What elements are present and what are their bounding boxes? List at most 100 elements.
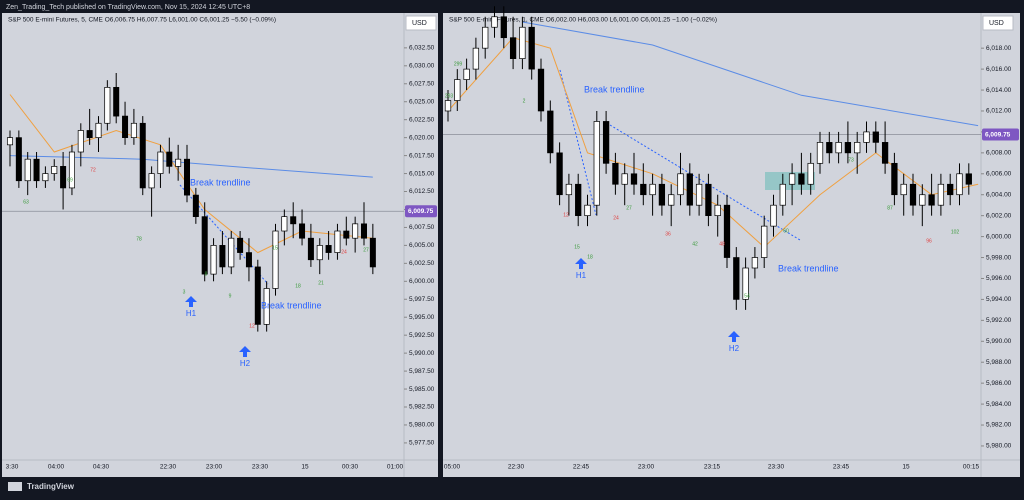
candle-body xyxy=(668,194,675,206)
y-tick-label: 5,996.00 xyxy=(986,275,1012,282)
currency-box xyxy=(982,15,1014,31)
bar-number: 69 xyxy=(67,177,73,183)
candle-body xyxy=(705,183,712,217)
candle-body xyxy=(528,26,535,70)
candle-body xyxy=(290,216,297,225)
candle-body xyxy=(500,16,507,39)
y-tick-label: 6,002.00 xyxy=(986,212,1012,219)
bar-number: 72 xyxy=(90,167,96,173)
candle-body xyxy=(509,37,517,59)
x-tick-label: 23:30 xyxy=(768,464,785,471)
annotation: Break trendline xyxy=(261,300,322,310)
y-tick-label: 5,982.50 xyxy=(409,404,435,411)
y-tick-label: 5,997.50 xyxy=(409,296,435,303)
y-tick-label: 5,987.50 xyxy=(409,368,435,375)
bar-number: 27 xyxy=(363,247,369,253)
candle-body xyxy=(937,183,945,206)
bar-number: 12 xyxy=(563,212,569,218)
candle-body xyxy=(104,87,111,124)
bar-number: 54 xyxy=(744,293,750,299)
y-tick-label: 5,982.00 xyxy=(986,422,1012,429)
bar-number: 293 xyxy=(445,93,454,99)
candle-body xyxy=(281,216,288,232)
candle-body xyxy=(272,230,279,289)
y-tick-label: 6,008.00 xyxy=(986,150,1012,157)
candle-body xyxy=(835,142,842,154)
candle-body xyxy=(649,183,656,196)
candle-body xyxy=(593,121,600,206)
candle-body xyxy=(245,252,252,268)
candle-body xyxy=(686,173,693,206)
candle-body xyxy=(798,173,805,185)
bar-number: 102 xyxy=(951,229,960,235)
candle-body xyxy=(454,79,461,101)
y-tick-label: 5,992.00 xyxy=(986,317,1012,324)
arrow xyxy=(239,346,251,357)
candle-body xyxy=(472,47,480,70)
y-tick-label: 6,014.00 xyxy=(986,87,1012,94)
y-tick-label: 5,998.00 xyxy=(986,254,1012,261)
candle-body xyxy=(482,26,489,49)
y-tick-label: 6,000.00 xyxy=(409,278,435,285)
candle-body xyxy=(113,87,120,117)
y-tick-label: 6,005.00 xyxy=(409,242,435,249)
x-tick-label: 22:30 xyxy=(508,464,525,471)
candle-body xyxy=(42,173,49,182)
candle-body xyxy=(602,121,610,164)
candle-body xyxy=(369,237,376,268)
candle-body xyxy=(325,245,332,253)
candle-body xyxy=(556,152,563,196)
y-tick-label: 6,017.50 xyxy=(409,152,435,159)
candle-body xyxy=(677,173,684,196)
annotation: Break trendline xyxy=(778,263,839,273)
bar-number: 42 xyxy=(692,241,698,247)
candle-body xyxy=(956,173,963,196)
y-tick-label: 6,032.50 xyxy=(409,45,435,52)
candle-body xyxy=(788,173,796,185)
y-tick-label: 5,990.00 xyxy=(986,338,1012,345)
annotation: H2 xyxy=(729,344,740,353)
candle-body xyxy=(891,162,898,196)
y-tick-label: 5,990.00 xyxy=(409,350,435,357)
bar-number: 8 xyxy=(205,271,208,277)
candle-body xyxy=(695,183,703,206)
arrow xyxy=(185,296,197,307)
candle-body xyxy=(658,183,666,206)
candle-body xyxy=(24,158,31,182)
bar-number: 18 xyxy=(295,283,301,289)
y-tick-label: 6,000.00 xyxy=(986,233,1012,240)
candle-body xyxy=(779,183,786,206)
candle-body xyxy=(947,183,954,196)
candle-body xyxy=(6,137,14,146)
arrow xyxy=(728,331,740,342)
candle-body xyxy=(228,237,235,268)
y-tick-label: 6,027.50 xyxy=(409,80,435,87)
candle-body xyxy=(537,68,545,112)
candle-body xyxy=(900,183,907,196)
y-tick-label: 6,015.00 xyxy=(409,170,435,177)
y-tick-label: 5,977.50 xyxy=(409,440,435,447)
y-tick-label: 5,986.00 xyxy=(986,380,1012,387)
x-tick-label: 04:00 xyxy=(48,464,65,471)
candle-body xyxy=(130,122,137,138)
x-tick-label: 23:15 xyxy=(704,464,721,471)
y-tick-label: 6,016.00 xyxy=(986,66,1012,73)
candle-body xyxy=(210,245,217,275)
candle-body xyxy=(881,142,889,164)
bar-number: 299 xyxy=(454,61,463,67)
candle-body xyxy=(237,237,244,253)
x-tick-label: 23:30 xyxy=(252,464,269,471)
candle-body xyxy=(219,245,226,268)
publisher: Zen_Trading_Tech published on TradingVie… xyxy=(6,4,250,11)
candle-body xyxy=(157,151,164,174)
y-tick-label: 5,980.00 xyxy=(409,422,435,429)
candle-body xyxy=(519,26,526,59)
bar-number: 21 xyxy=(318,280,324,286)
candle-body xyxy=(965,173,972,185)
logo xyxy=(8,482,22,491)
x-tick-label: 15 xyxy=(301,464,309,471)
annotation: H2 xyxy=(240,359,251,368)
panel-right xyxy=(443,13,1020,477)
candle-body xyxy=(334,230,341,253)
y-tick-label: 6,018.00 xyxy=(986,45,1012,52)
